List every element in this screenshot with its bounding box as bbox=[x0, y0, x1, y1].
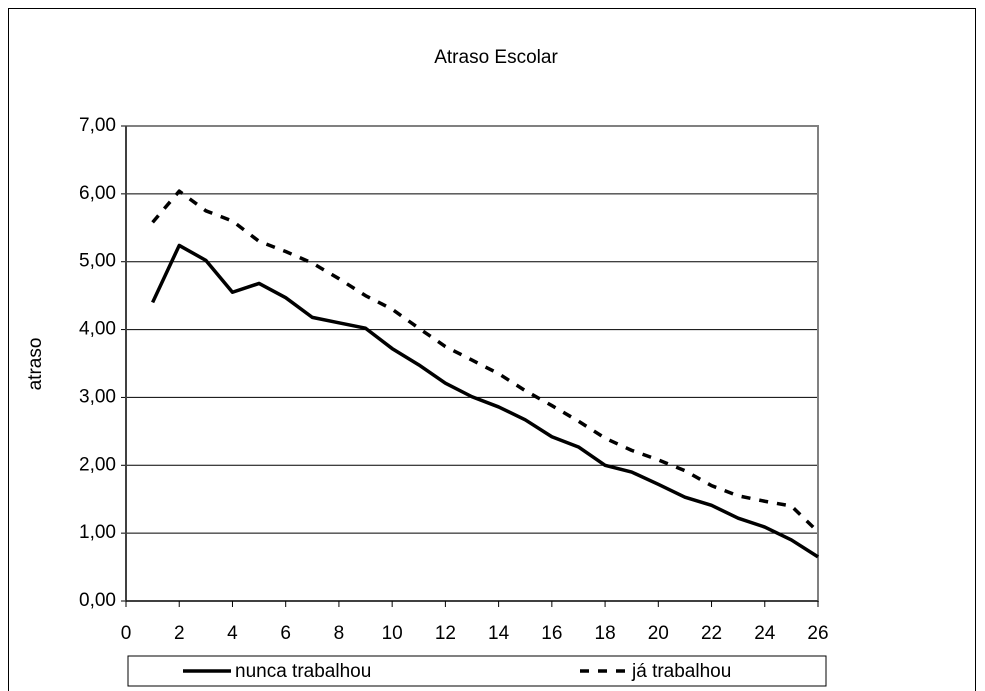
x-tick-label: 2 bbox=[174, 623, 185, 644]
x-tick-label: 10 bbox=[382, 623, 403, 644]
legend-box bbox=[127, 655, 827, 687]
x-tick-label: 26 bbox=[807, 623, 828, 644]
x-tick-label: 18 bbox=[595, 623, 616, 644]
x-tick-label: 24 bbox=[754, 623, 776, 644]
x-tick-label: 14 bbox=[488, 623, 510, 644]
x-tick-label: 0 bbox=[121, 623, 132, 644]
x-tick-label: 6 bbox=[280, 623, 291, 644]
y-tick-label: 0,00 bbox=[79, 590, 116, 611]
y-tick-label: 5,00 bbox=[79, 251, 116, 272]
chart-title: Atraso Escolar bbox=[434, 47, 558, 68]
y-tick-label: 7,00 bbox=[79, 115, 116, 136]
x-tick-label: 20 bbox=[648, 623, 669, 644]
y-tick-label: 3,00 bbox=[79, 386, 116, 407]
y-tick-label: 6,00 bbox=[79, 183, 116, 204]
line-series bbox=[151, 243, 819, 559]
legend-label: já trabalhou bbox=[631, 661, 731, 682]
legend-label: nunca trabalhou bbox=[235, 661, 371, 682]
chart-border bbox=[8, 8, 976, 691]
x-tick-label: 8 bbox=[334, 623, 345, 644]
x-tick-label: 22 bbox=[701, 623, 722, 644]
x-tick-label: 16 bbox=[541, 623, 562, 644]
x-tick-label: 12 bbox=[435, 623, 456, 644]
y-tick-label: 4,00 bbox=[79, 319, 116, 340]
y-tick-label: 2,00 bbox=[79, 454, 116, 475]
x-tick-label: 4 bbox=[227, 623, 238, 644]
y-axis-label: atraso bbox=[25, 338, 46, 391]
y-tick-label: 1,00 bbox=[79, 522, 116, 543]
